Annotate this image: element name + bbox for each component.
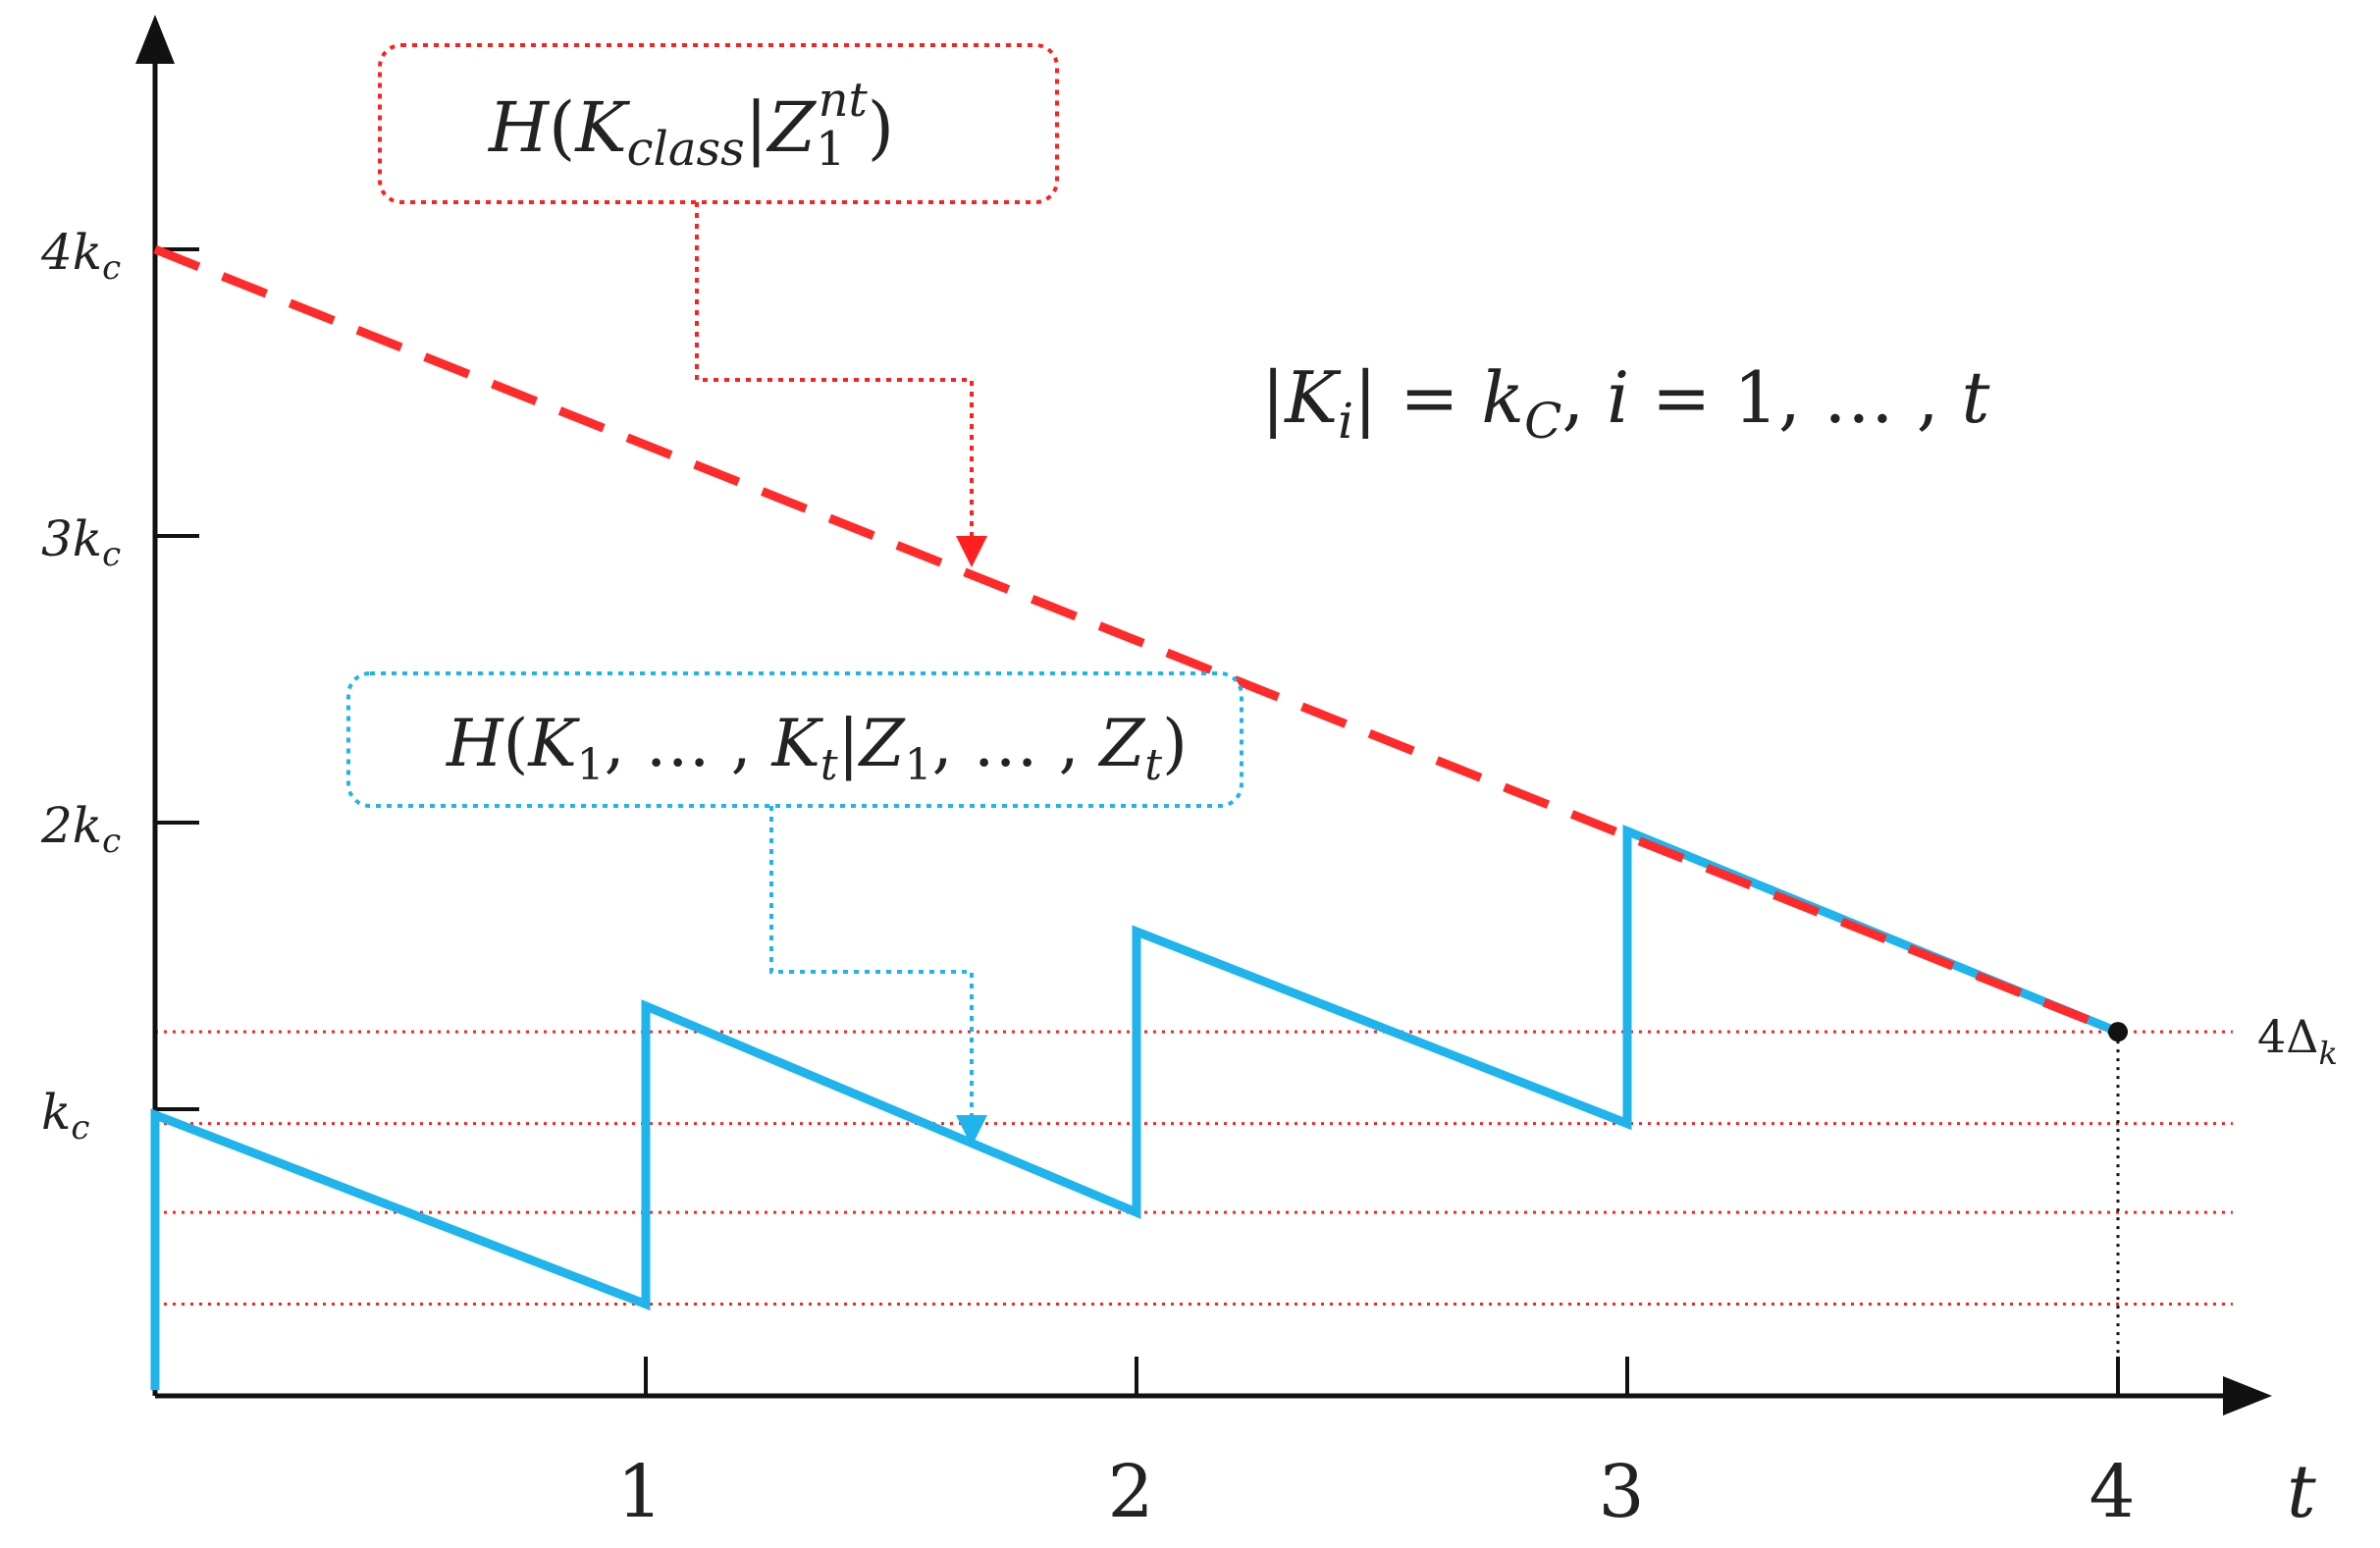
y-tick-label-2: 2kc bbox=[40, 797, 121, 861]
reference-lines bbox=[155, 1030, 2233, 1307]
y-tick-label-3: 3kc bbox=[41, 510, 121, 574]
red-callout-box bbox=[378, 43, 1059, 204]
blue-callout-connector bbox=[769, 806, 987, 1147]
y-tick-label-4: 4kc bbox=[40, 224, 121, 288]
y-tick-label-1: kc bbox=[41, 1084, 89, 1148]
series-layer bbox=[150, 244, 2120, 1391]
x-ticks: 1 2 3 4 bbox=[616, 1357, 2136, 1534]
x-tick-label-2: 2 bbox=[1107, 1450, 1153, 1534]
constraint-annotation: |Ki| = kC, i = 1, … , t bbox=[1261, 356, 1990, 450]
red-callout-text: H(Kclass|Z1nt) bbox=[487, 73, 894, 177]
x-tick-label-1: 1 bbox=[616, 1450, 662, 1534]
y-ticks: kc 2kc 3kc 4kc bbox=[40, 224, 199, 1148]
endpoint-marker bbox=[2108, 1022, 2128, 1042]
red-callout-connector bbox=[695, 202, 987, 567]
x-tick-label-3: 3 bbox=[1598, 1450, 1644, 1534]
blue-callout: H(K1, … , Kt|Z1, … , Zt) bbox=[346, 671, 1243, 1147]
series-line-red bbox=[153, 244, 2120, 1037]
x-tick-label-4: 4 bbox=[2089, 1450, 2135, 1534]
blue-callout-text: H(K1, … , Kt|Z1, … , Zt) bbox=[446, 706, 1188, 790]
x-axis-label: t bbox=[2287, 1450, 2316, 1534]
red-callout: H(Kclass|Z1nt) bbox=[378, 43, 1059, 567]
reference-label-4-delta-k: 4Δk bbox=[2257, 1010, 2338, 1072]
blue-callout-box bbox=[346, 671, 1243, 808]
series-line-blue bbox=[150, 825, 2120, 1391]
